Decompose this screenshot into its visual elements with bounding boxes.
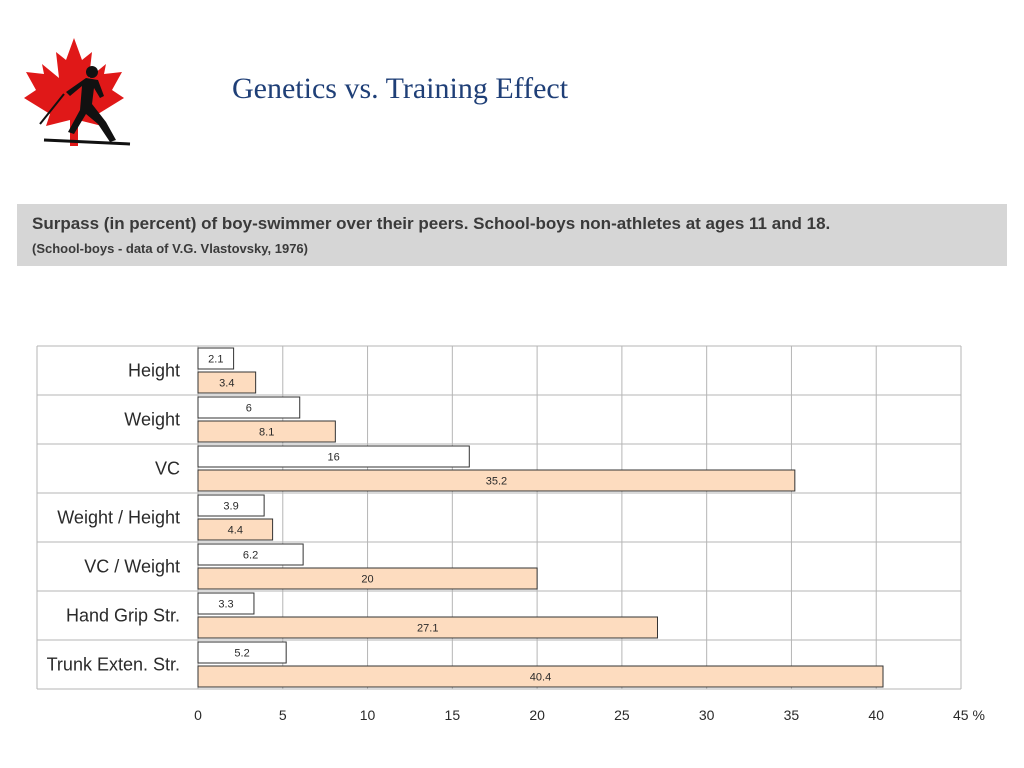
data-label: 20 — [361, 574, 373, 586]
data-label: 35.2 — [486, 476, 507, 488]
bar — [197, 445, 470, 468]
data-label: 8.1 — [259, 427, 274, 439]
data-label: 3.4 — [219, 378, 234, 390]
data-label: 40.4 — [530, 672, 551, 684]
category-label: Trunk Exten. Str. — [47, 655, 180, 675]
bar — [197, 543, 304, 566]
data-label: 2.1 — [208, 354, 223, 366]
chart-caption-box: Surpass (in percent) of boy-swimmer over… — [17, 204, 1007, 266]
data-label: 4.4 — [228, 525, 243, 537]
bar — [197, 616, 658, 639]
chart-caption-source: (School-boys - data of V.G. Vlastovsky, … — [32, 241, 308, 256]
data-label: 3.9 — [223, 501, 238, 513]
bar — [197, 396, 301, 419]
data-label: 16 — [328, 452, 340, 464]
bar — [197, 665, 884, 688]
x-tick-label: 30 — [699, 707, 715, 723]
x-tick-label: 35 — [784, 707, 800, 723]
x-tick-label: 0 — [194, 707, 202, 723]
category-label: Height — [128, 361, 180, 381]
bar — [197, 567, 538, 590]
x-tick-label: 45 % — [953, 707, 985, 723]
x-tick-label: 15 — [445, 707, 461, 723]
category-label: Weight — [124, 410, 180, 430]
x-tick-label: 20 — [529, 707, 545, 723]
slide-title: Genetics vs. Training Effect — [232, 72, 569, 105]
chart-caption-title: Surpass (in percent) of boy-swimmer over… — [32, 214, 831, 233]
bar — [197, 518, 274, 541]
bar — [197, 469, 796, 492]
maple-leaf-skier-logo — [24, 38, 131, 146]
category-label: VC / Weight — [84, 557, 180, 577]
category-label: Hand Grip Str. — [66, 606, 180, 626]
data-label: 27.1 — [417, 623, 438, 635]
bar — [197, 641, 287, 664]
bar — [197, 592, 255, 615]
bar — [197, 494, 265, 517]
skier-icon — [39, 66, 131, 146]
x-tick-label: 25 — [614, 707, 630, 723]
x-tick-label: 10 — [360, 707, 376, 723]
data-label: 5.2 — [234, 648, 249, 660]
bar — [197, 371, 257, 394]
category-label: VC — [155, 459, 180, 479]
x-tick-label: 5 — [279, 707, 287, 723]
bar — [197, 347, 235, 370]
data-label: 3.3 — [218, 599, 233, 611]
bar — [197, 420, 336, 443]
category-label: Weight / Height — [57, 508, 180, 528]
x-tick-label: 40 — [868, 707, 884, 723]
data-label: 6.2 — [243, 550, 258, 562]
data-label: 6 — [246, 403, 252, 415]
